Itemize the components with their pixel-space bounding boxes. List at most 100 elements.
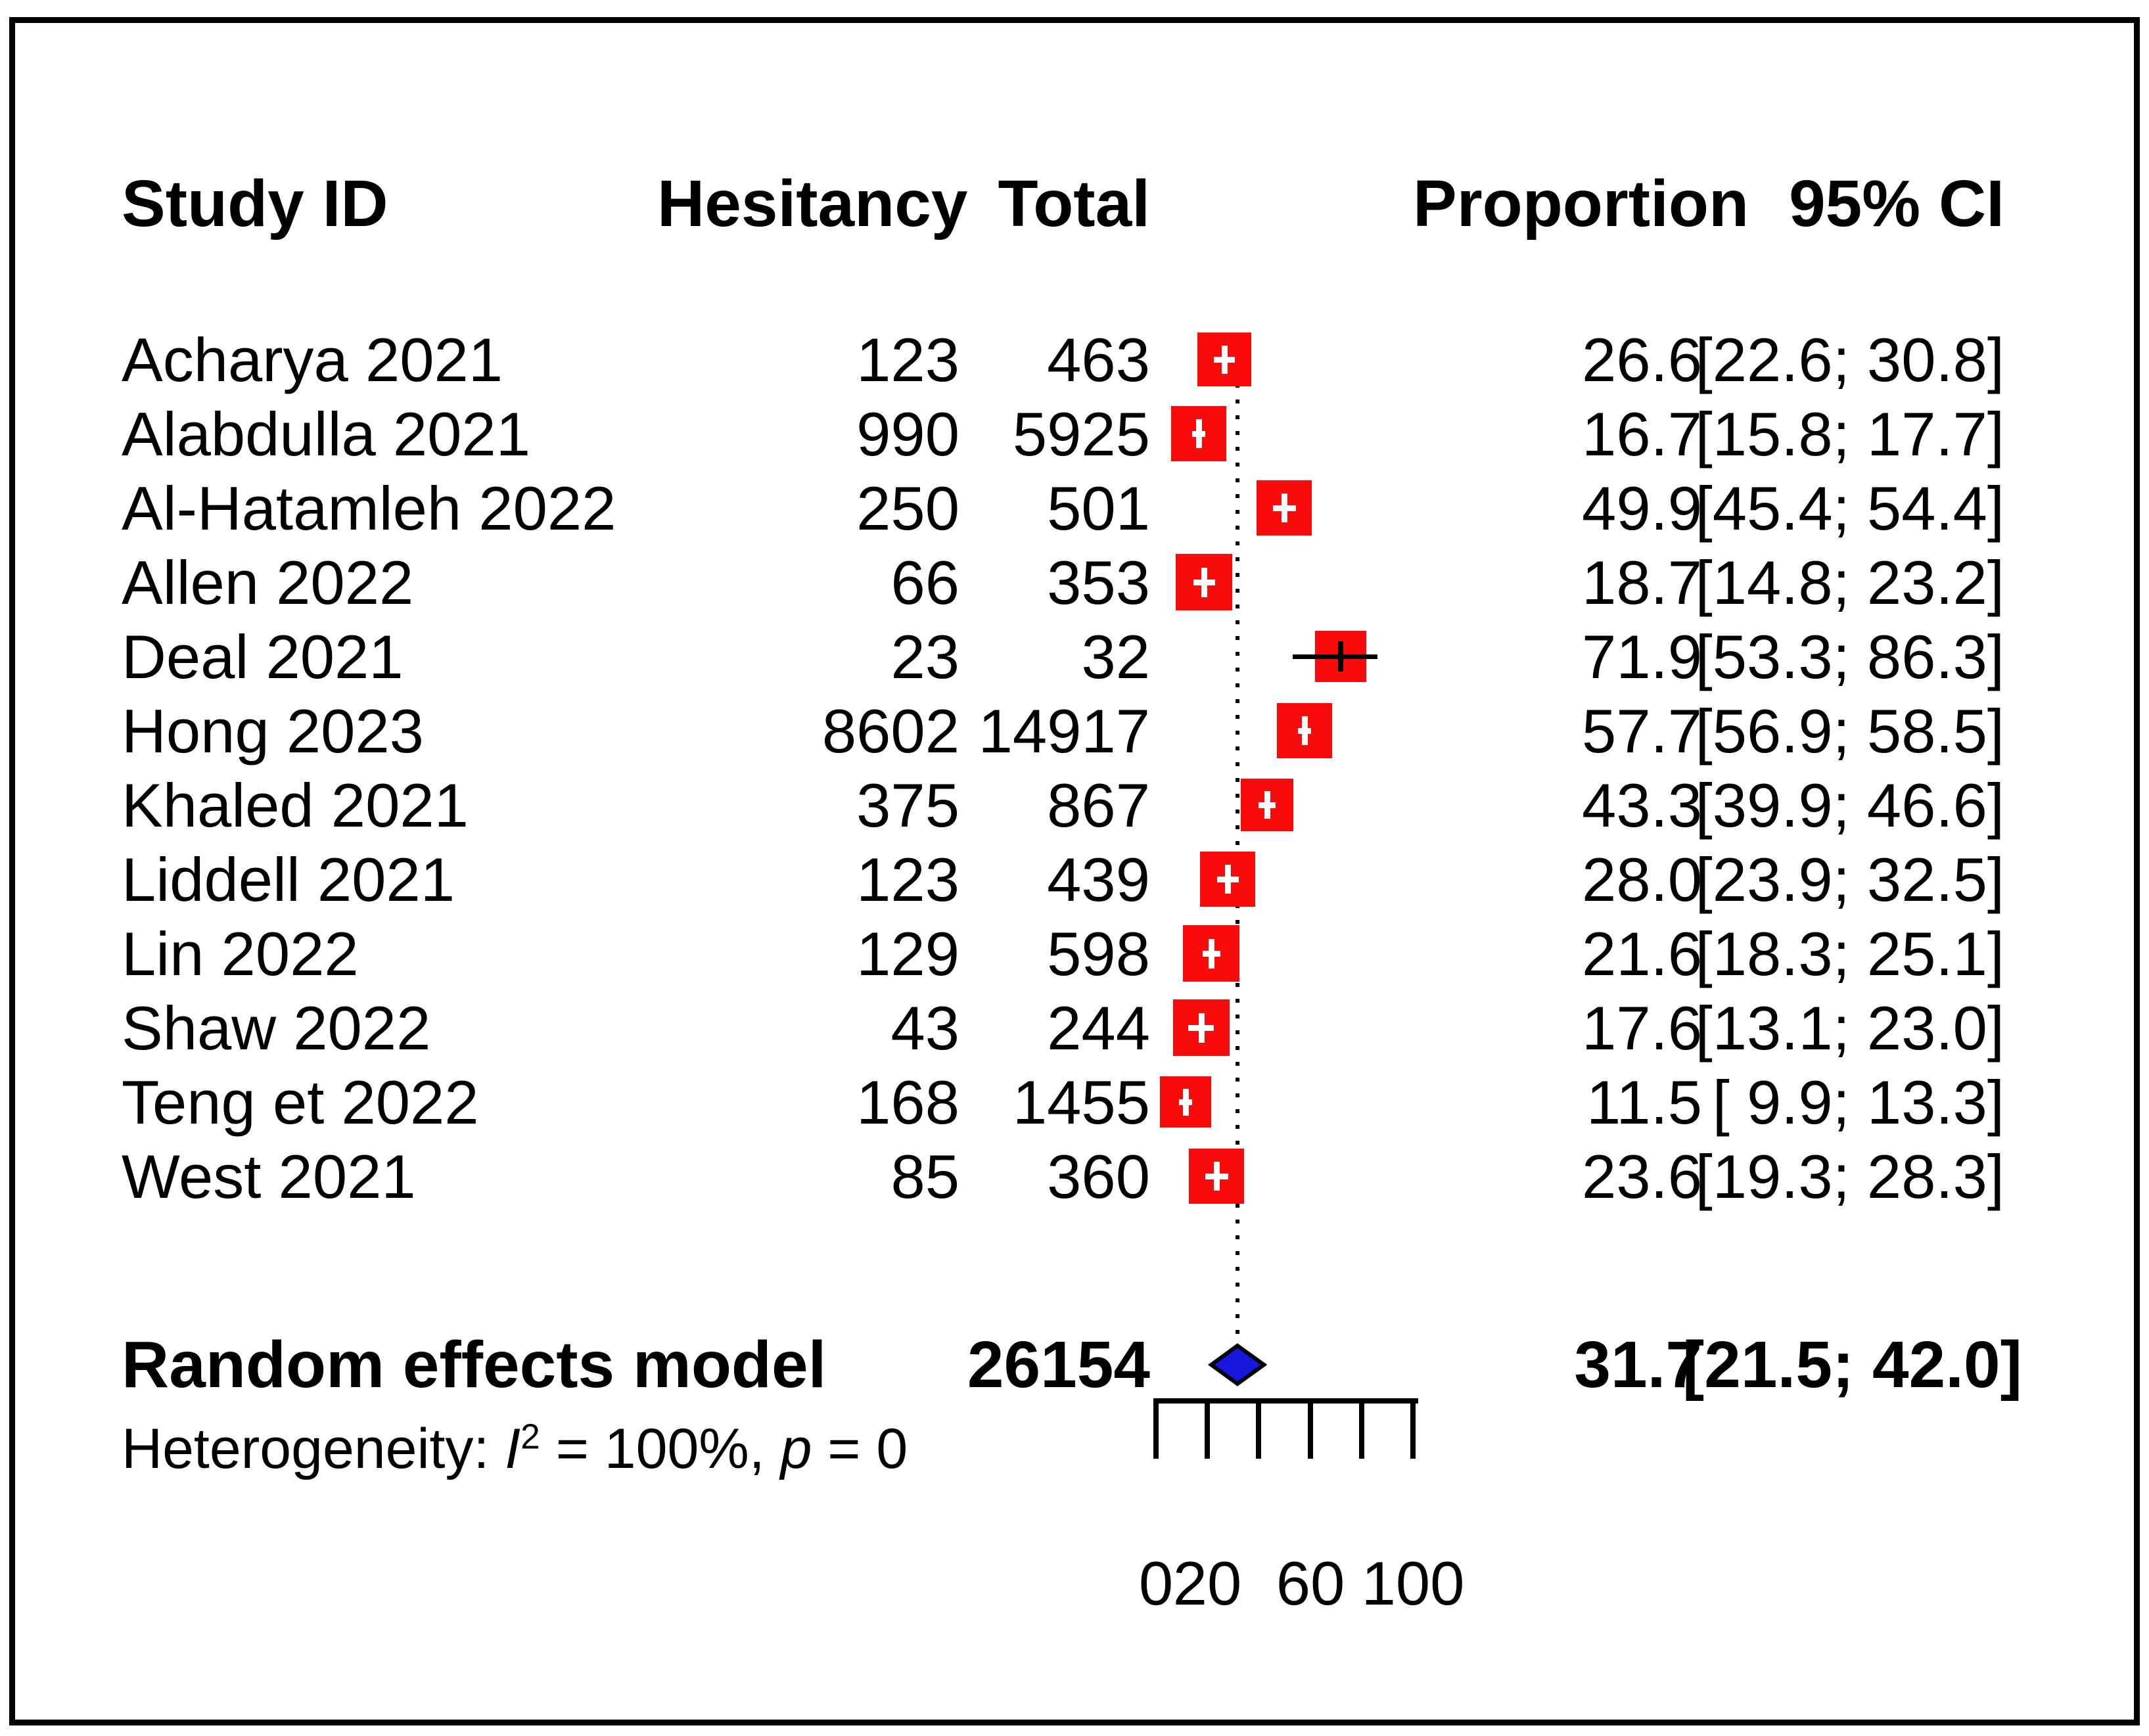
study-id-cell: Teng et 2022 xyxy=(122,1068,479,1137)
x-axis-tick xyxy=(1205,1398,1210,1459)
heterogeneity-p-symbol: p xyxy=(780,1417,812,1480)
point-estimate-tick xyxy=(1201,567,1208,597)
study-id-cell: Hong 2023 xyxy=(122,697,424,765)
study-id-cell: West 2021 xyxy=(122,1142,416,1211)
x-axis-tick xyxy=(1153,1398,1159,1459)
x-axis-line xyxy=(1156,1398,1418,1404)
proportion-cell: 21.6 xyxy=(1582,919,1702,988)
total-cell: 598 xyxy=(1047,919,1150,988)
proportion-cell: 43.3 xyxy=(1582,771,1702,840)
x-axis-tick-label: 60 xyxy=(1276,1549,1345,1618)
ci-cell: [18.3; 25.1] xyxy=(1695,919,2004,988)
ci-cell: [45.4; 54.4] xyxy=(1695,474,2004,543)
table-row: Acharya 2021 123 463 26.6 [22.6; 30.8] xyxy=(0,323,2149,397)
x-axis-tick xyxy=(1308,1398,1313,1459)
table-row: Khaled 2021 375 867 43.3 [39.9; 46.6] xyxy=(0,768,2149,842)
table-row: Deal 2021 23 32 71.9 [53.3; 86.3] xyxy=(0,620,2149,694)
table-row: Lin 2022 129 598 21.6 [18.3; 25.1] xyxy=(0,917,2149,991)
point-estimate-tick xyxy=(1222,345,1228,374)
table-row: Teng et 2022 168 1455 11.5[ 9.9; 13.3] xyxy=(0,1065,2149,1139)
total-cell: 14917 xyxy=(978,697,1150,765)
total-cell: 463 xyxy=(1047,325,1150,394)
hesitancy-cell: 168 xyxy=(856,1068,959,1137)
x-axis-tick-label: 100 xyxy=(1361,1549,1465,1618)
hesitancy-cell: 123 xyxy=(856,325,959,394)
hesitancy-cell: 990 xyxy=(856,400,959,468)
ci-cell: [15.8; 17.7] xyxy=(1695,400,2004,468)
summary-ci: [21.5; 42.0] xyxy=(1682,1328,2022,1402)
hesitancy-cell: 43 xyxy=(890,994,959,1062)
hesitancy-cell: 23 xyxy=(890,622,959,691)
confidence-interval-line xyxy=(1293,654,1378,659)
x-axis-tick xyxy=(1359,1398,1364,1459)
proportion-cell: 57.7 xyxy=(1582,697,1702,765)
heterogeneity-note: Heterogeneity: I2 = 100%, p = 0 xyxy=(122,1406,908,1492)
point-estimate-tick xyxy=(1225,865,1232,894)
heterogeneity-superscript: 2 xyxy=(520,1417,540,1457)
ci-cell: [39.9; 46.6] xyxy=(1695,771,2004,840)
total-cell: 1455 xyxy=(1012,1068,1150,1137)
summary-proportion: 31.7 xyxy=(1574,1328,1702,1402)
hesitancy-cell: 8602 xyxy=(821,697,959,765)
proportion-cell: 11.5 xyxy=(1586,1068,1702,1137)
hesitancy-cell: 66 xyxy=(890,548,959,617)
proportion-cell: 18.7 xyxy=(1582,548,1702,617)
point-estimate-tick xyxy=(1264,791,1271,819)
hesitancy-cell: 123 xyxy=(856,845,959,914)
figure-border xyxy=(9,17,2140,1725)
proportion-cell: 17.6 xyxy=(1582,994,1702,1062)
table-row: Hong 2023 8602 14917 57.7 [56.9; 58.5] xyxy=(0,694,2149,768)
heterogeneity-prefix: Heterogeneity: xyxy=(122,1417,505,1480)
table-row: Al-Hatamleh 2022 250 501 49.9 [45.4; 54.4] xyxy=(0,471,2149,545)
total-cell: 439 xyxy=(1047,845,1150,914)
table-row: Allen 2022 66 353 18.7 [14.8; 23.2] xyxy=(0,545,2149,620)
ci-cell: [13.1; 23.0] xyxy=(1695,994,2004,1062)
ci-cell: [23.9; 32.5] xyxy=(1695,845,2004,914)
point-estimate-tick xyxy=(1182,1088,1189,1116)
point-estimate-tick xyxy=(1198,1013,1205,1043)
x-axis-tick-label: 20 xyxy=(1172,1549,1242,1618)
proportion-cell: 16.7 xyxy=(1582,400,1702,468)
column-header-95-ci: 95% CI xyxy=(1789,167,2004,240)
heterogeneity-i-symbol: I xyxy=(505,1417,521,1480)
total-cell: 353 xyxy=(1047,548,1150,617)
ci-cell: [19.3; 28.3] xyxy=(1695,1142,2004,1211)
x-axis-tick xyxy=(1256,1398,1261,1459)
proportion-cell: 49.9 xyxy=(1582,474,1702,543)
x-axis-tick xyxy=(1410,1398,1416,1459)
study-id-cell: Lin 2022 xyxy=(122,919,359,988)
study-id-cell: Al-Hatamleh 2022 xyxy=(122,474,616,543)
table-row: Shaw 2022 43 244 17.6 [13.1; 23.0] xyxy=(0,991,2149,1065)
study-id-cell: Shaw 2022 xyxy=(122,994,431,1062)
point-estimate-tick xyxy=(1282,493,1288,522)
column-header-proportion: Proportion xyxy=(1413,167,1749,240)
ci-cell: [14.8; 23.2] xyxy=(1695,548,2004,617)
point-estimate-tick xyxy=(1301,716,1308,745)
column-header-study-id: Study ID xyxy=(122,167,388,240)
column-header-total: Total xyxy=(998,167,1150,240)
table-row: West 2021 85 360 23.6 [19.3; 28.3] xyxy=(0,1139,2149,1214)
total-cell: 360 xyxy=(1047,1142,1150,1211)
hesitancy-cell: 250 xyxy=(856,474,959,543)
hesitancy-cell: 85 xyxy=(890,1142,959,1211)
total-cell: 867 xyxy=(1047,771,1150,840)
proportion-cell: 23.6 xyxy=(1582,1142,1702,1211)
study-id-cell: Allen 2022 xyxy=(122,548,414,617)
point-estimate-tick xyxy=(1214,1162,1220,1191)
point-estimate-tick xyxy=(1196,419,1203,448)
point-estimate-tick xyxy=(1338,641,1344,672)
heterogeneity-mid: = 100%, xyxy=(540,1417,781,1480)
summary-total: 26154 xyxy=(967,1328,1150,1402)
proportion-cell: 26.6 xyxy=(1582,325,1702,394)
proportion-cell: 28.0 xyxy=(1582,845,1702,914)
ci-cell: [53.3; 86.3] xyxy=(1695,622,2004,691)
hesitancy-cell: 129 xyxy=(856,919,959,988)
column-header-hesitancy: Hesitancy xyxy=(657,167,968,240)
table-row: Alabdulla 2021 990 5925 16.7 [15.8; 17.7] xyxy=(0,397,2149,471)
ci-cell: [56.9; 58.5] xyxy=(1695,697,2004,765)
total-cell: 244 xyxy=(1047,994,1150,1062)
ci-cell: [ 9.9; 13.3] xyxy=(1712,1068,2004,1137)
study-id-cell: Acharya 2021 xyxy=(122,325,503,394)
study-id-cell: Liddell 2021 xyxy=(122,845,455,914)
